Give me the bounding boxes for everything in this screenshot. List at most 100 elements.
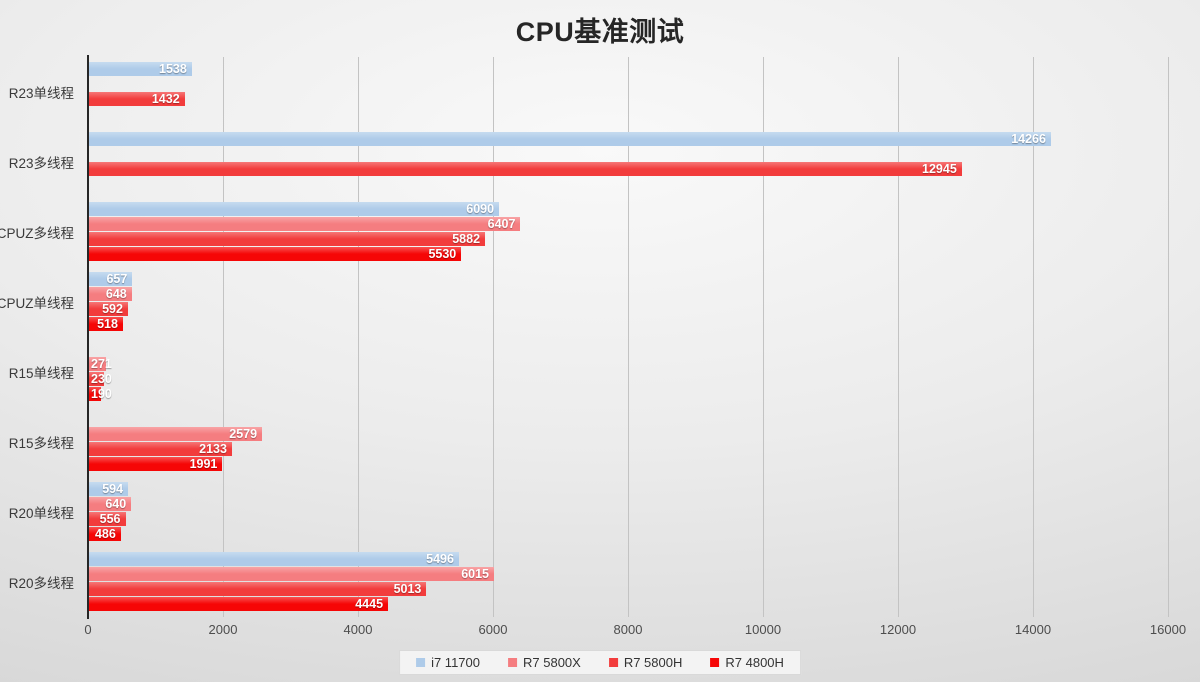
bar: 2133 [88, 442, 232, 456]
legend-item: R7 5800H [608, 655, 683, 670]
bar-slot: 230 [88, 372, 1168, 387]
bar: 5882 [88, 231, 486, 246]
bar-slot [88, 107, 1168, 122]
legend-item: i7 11700 [416, 655, 480, 670]
bar-value-label: 190 [91, 386, 112, 401]
category-axis: R23单线程 R23多线程 CPUZ多线程 CPUZ单线程 R15单线程 R15多线程 R2… [0, 57, 80, 617]
bar: 230 [88, 372, 112, 386]
x-tick-label: 4000 [343, 622, 373, 637]
bar-slot: 486 [88, 527, 1168, 542]
bar-slot: 4445 [88, 597, 1168, 612]
bar-value-label: 271 [91, 356, 112, 371]
bar-slot: 592 [88, 302, 1168, 317]
legend-item: R7 4800H [710, 655, 784, 670]
bar: 6090 [88, 202, 500, 216]
bar-value-label: 12945 [922, 161, 957, 176]
category-label: CPUZ单线程 [0, 296, 74, 311]
bar-value-label: 518 [97, 316, 118, 331]
bar-slot: 12945 [88, 162, 1168, 177]
gridline [493, 57, 494, 617]
bar-value-label: 1538 [159, 61, 187, 76]
bar: 518 [88, 317, 123, 331]
x-tick-label: 16000 [1149, 622, 1187, 637]
legend-swatch [710, 658, 720, 667]
bar-slot: 594 [88, 482, 1168, 497]
category-row: 2579 2133 1991 [88, 407, 1168, 477]
bar-slot: 6090 [88, 202, 1168, 217]
category-row: 1538 1432 [88, 57, 1168, 127]
bar: 14266 [88, 132, 1051, 146]
bar: 594 [88, 481, 129, 496]
bar-value-label: 14266 [1011, 131, 1046, 146]
category-label: R23多线程 [8, 156, 74, 171]
category-row: 14266 12945 [88, 127, 1168, 197]
plot-area: 1538 1432 14266 12945 6090 6407 5882 5530 657 648… [87, 55, 1169, 619]
legend-item: R7 5800X [508, 655, 581, 670]
bar-value-label: 2579 [229, 426, 258, 441]
y-axis-line [87, 55, 89, 619]
bar-slot: 6015 [88, 567, 1168, 582]
bar-slot: 5882 [88, 232, 1168, 247]
bar-value-label: 6015 [461, 566, 489, 581]
legend-swatch [608, 658, 618, 667]
category-label: R15单线程 [8, 366, 74, 381]
bar-value-label: 556 [99, 511, 121, 526]
category-row: 657 648 592 518 [88, 267, 1168, 337]
x-tick-label: 0 [84, 622, 92, 637]
bar: 271 [88, 357, 112, 371]
legend-label: R7 4800H [725, 655, 784, 670]
legend-label: R7 5800H [623, 655, 683, 670]
legend-swatch [508, 658, 517, 667]
bar: 556 [88, 512, 126, 526]
bar-slot: 5013 [88, 582, 1168, 597]
bar-slot [88, 177, 1168, 192]
bar-value-label: 657 [106, 271, 128, 286]
bar-value-label: 2133 [199, 441, 227, 456]
category-label: R20单线程 [8, 506, 74, 521]
bar-value-label: 1432 [151, 91, 180, 106]
bar-slot [88, 147, 1168, 162]
bar-value-label: 5496 [426, 551, 454, 566]
bar: 12945 [88, 162, 962, 176]
category-label: CPUZ多线程 [0, 226, 74, 241]
category-row: 6090 6407 5882 5530 [88, 197, 1168, 267]
category-row: 271 230 190 [88, 337, 1168, 407]
legend-label: R7 5800X [523, 655, 581, 670]
bar-value-label: 1991 [189, 456, 218, 471]
bar: 6407 [88, 217, 521, 231]
bar-slot: 657 [88, 272, 1168, 287]
bar-slot [88, 342, 1168, 357]
bar: 5013 [88, 582, 427, 596]
x-tick-label: 14000 [1014, 622, 1052, 637]
bar: 592 [88, 302, 128, 316]
bar-slot: 6407 [88, 217, 1168, 232]
bar: 1538 [88, 62, 192, 76]
bar: 6015 [88, 567, 494, 581]
bar-slot: 640 [88, 497, 1168, 512]
bar-slot: 1432 [88, 92, 1168, 107]
bar-slot: 5530 [88, 247, 1168, 262]
x-tick-label: 8000 [613, 622, 643, 637]
category-label: R20多线程 [8, 576, 74, 591]
bar-value-label: 4445 [355, 596, 384, 611]
bar-slot: 518 [88, 317, 1168, 332]
bar: 2579 [88, 426, 263, 441]
bar-value-label: 592 [102, 301, 123, 316]
bar: 190 [88, 387, 112, 401]
gridline [1168, 57, 1169, 617]
bar-value-label: 640 [105, 496, 127, 511]
bar-value-label: 5882 [452, 231, 481, 246]
category-label: R23单线程 [8, 86, 74, 101]
bar-value-label: 594 [102, 481, 124, 496]
bar-slot: 556 [88, 512, 1168, 527]
chart-title: CPU基准测试 [515, 17, 685, 47]
bar-slot: 271 [88, 357, 1168, 372]
x-tick-label: 10000 [744, 622, 782, 637]
bar-slot: 1991 [88, 457, 1168, 472]
bar: 648 [88, 287, 132, 301]
bar-slot: 190 [88, 387, 1168, 402]
bar: 4445 [88, 596, 389, 611]
x-axis: 0 2000 4000 6000 8000 10000 12000 14000 16000 [84, 622, 1186, 642]
legend-swatch [416, 658, 426, 667]
bar-slot: 5496 [88, 552, 1168, 567]
